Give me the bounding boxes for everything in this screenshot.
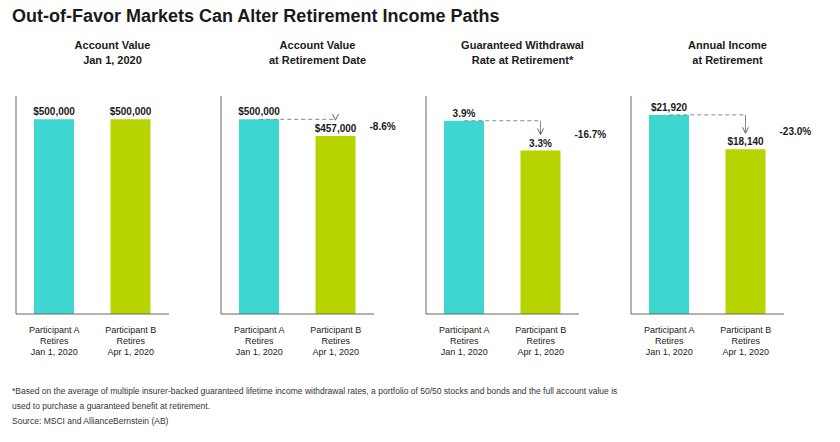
svg-text:Participant BRetiresApr 1, 202: Participant BRetiresApr 1, 2020 bbox=[105, 325, 156, 357]
svg-text:-8.6%: -8.6% bbox=[370, 121, 396, 132]
html-text:Guaranteed Withdrawal Rate at: Guaranteed Withdrawal Rate at Retirement… bbox=[461, 39, 584, 66]
svg-text:$500,000: $500,000 bbox=[238, 106, 280, 117]
svg-text:-16.7%: -16.7% bbox=[575, 129, 607, 140]
svg-text:3.9%: 3.9% bbox=[453, 108, 476, 119]
svg-text:$457,000: $457,000 bbox=[315, 123, 357, 134]
html-text:*Based on the average of multi: *Based on the average of multiple insure… bbox=[12, 386, 618, 396]
svg-text:Participant ARetiresJan 1, 202: Participant ARetiresJan 1, 2020 bbox=[439, 325, 490, 357]
svg-text:$500,000: $500,000 bbox=[33, 106, 75, 117]
svg-text:Participant BRetiresApr 1, 202: Participant BRetiresApr 1, 2020 bbox=[515, 325, 566, 357]
svg-text:Participant BRetiresApr 1, 202: Participant BRetiresApr 1, 2020 bbox=[720, 325, 771, 357]
svg-text:3.3%: 3.3% bbox=[529, 138, 552, 149]
html-text:Annual Income at Retirement: Annual Income at Retirement bbox=[688, 39, 767, 66]
svg-text:-23.0%: -23.0% bbox=[780, 126, 812, 137]
svg-text:Participant ARetiresJan 1, 202: Participant ARetiresJan 1, 2020 bbox=[29, 325, 80, 357]
svg-text:Participant ARetiresJan 1, 202: Participant ARetiresJan 1, 2020 bbox=[644, 325, 695, 357]
html-text:Account Value at Retirement Da: Account Value at Retirement Date bbox=[268, 39, 367, 66]
svg-text:$18,140: $18,140 bbox=[727, 136, 764, 147]
html-text:Account Value Jan 1, 2020: Account Value Jan 1, 2020 bbox=[74, 39, 151, 66]
svg-text:Participant BRetiresApr 1, 202: Participant BRetiresApr 1, 2020 bbox=[310, 325, 361, 357]
svg-text:$500,000: $500,000 bbox=[110, 106, 152, 117]
svg-text:Participant ARetiresJan 1, 202: Participant ARetiresJan 1, 2020 bbox=[234, 325, 285, 357]
html-text:Source: MSCI and AllianceBerns: Source: MSCI and AllianceBernstein (AB) bbox=[12, 416, 169, 426]
html-text:Out-of-Favor Markets Can Alter: Out-of-Favor Markets Can Alter Retiremen… bbox=[12, 6, 500, 26]
svg-text:$21,920: $21,920 bbox=[651, 102, 688, 113]
html-text:used to purchase a guaranteed: used to purchase a guaranteed benefit at… bbox=[12, 401, 210, 411]
